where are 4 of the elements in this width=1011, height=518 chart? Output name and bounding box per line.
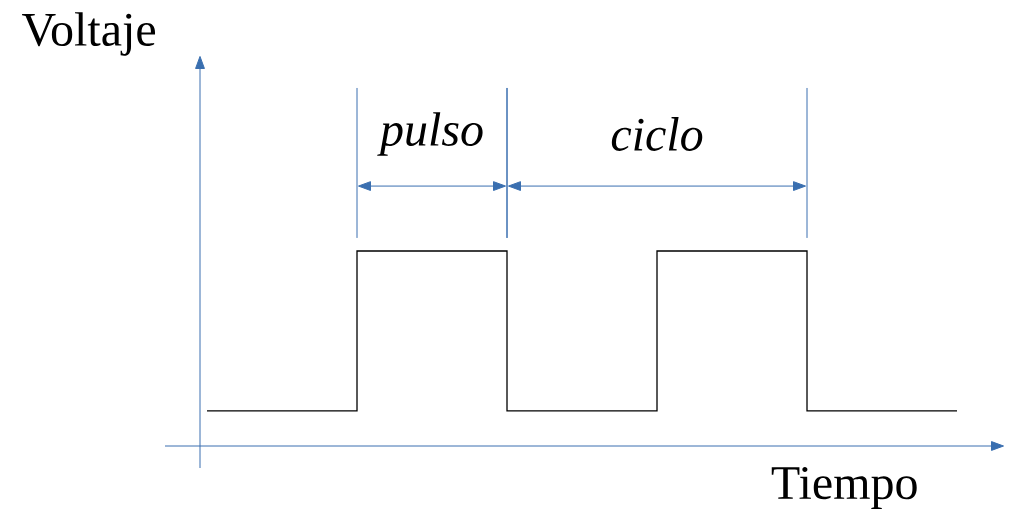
x-axis-title: Tiempo xyxy=(771,467,917,509)
text: ciclo xyxy=(611,117,703,151)
text: pulso xyxy=(377,112,483,156)
y-axis-title: Voltaje xyxy=(22,12,156,56)
